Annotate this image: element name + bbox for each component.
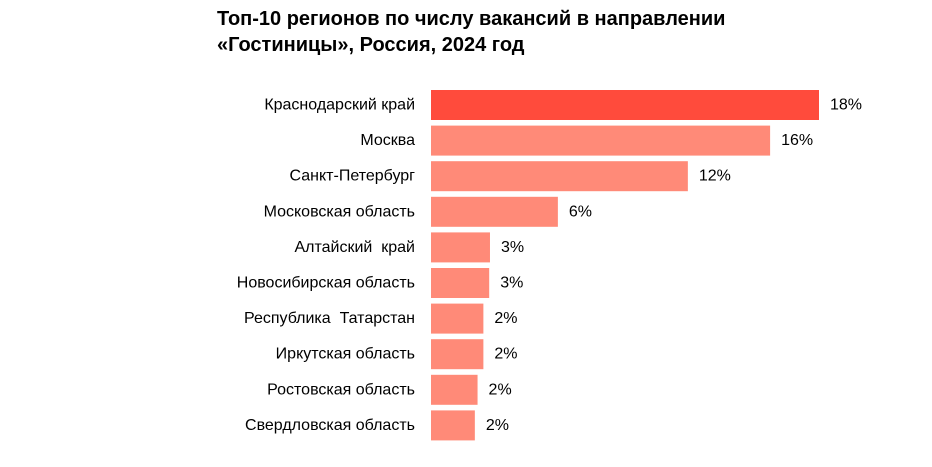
bar-8: [431, 339, 484, 370]
bar-7: [431, 303, 484, 334]
value-label-6: 3%: [500, 275, 523, 292]
category-label-7: Республика Татарстан: [244, 310, 415, 327]
category-label-1: Краснодарский край: [264, 97, 415, 114]
bar-9: [431, 374, 478, 405]
bars-group: Краснодарский край 18% Москва 16% Санкт-Пете…: [237, 90, 862, 441]
value-label-8: 2%: [494, 346, 517, 363]
category-label-5: Алтайский край: [295, 239, 416, 256]
bar-1: [431, 90, 819, 120]
value-label-5: 3%: [501, 239, 524, 256]
bar-4: [431, 196, 558, 227]
value-label-2: 16%: [781, 132, 813, 149]
category-label-4: Московская область: [264, 203, 415, 220]
category-label-8: Иркутская область: [276, 346, 415, 363]
category-label-9: Ростовская область: [267, 381, 415, 398]
bar-10: [431, 410, 475, 441]
value-label-7: 2%: [494, 310, 517, 327]
value-label-1: 18%: [830, 97, 862, 114]
value-label-10: 2%: [486, 417, 509, 434]
category-label-2: Москва: [360, 132, 415, 149]
bar-5: [431, 232, 490, 263]
category-label-10: Свердловская область: [245, 417, 415, 434]
category-label-6: Новосибирская область: [237, 275, 415, 292]
bar-6: [431, 268, 490, 298]
value-label-3: 12%: [699, 168, 731, 185]
bar-2: [431, 125, 771, 156]
value-label-9: 2%: [489, 381, 512, 398]
bar-3: [431, 161, 688, 192]
value-label-4: 6%: [569, 203, 592, 220]
chart-title-line-1: Топ-10 регионов по числу вакансий в напр…: [217, 8, 726, 30]
category-label-3: Санкт-Петербург: [290, 168, 416, 185]
chart-title-line-2: «Гостиницы», Россия, 2024 год: [217, 34, 525, 56]
chart-title: Топ-10 регионов по числу вакансий в напр…: [217, 6, 857, 58]
